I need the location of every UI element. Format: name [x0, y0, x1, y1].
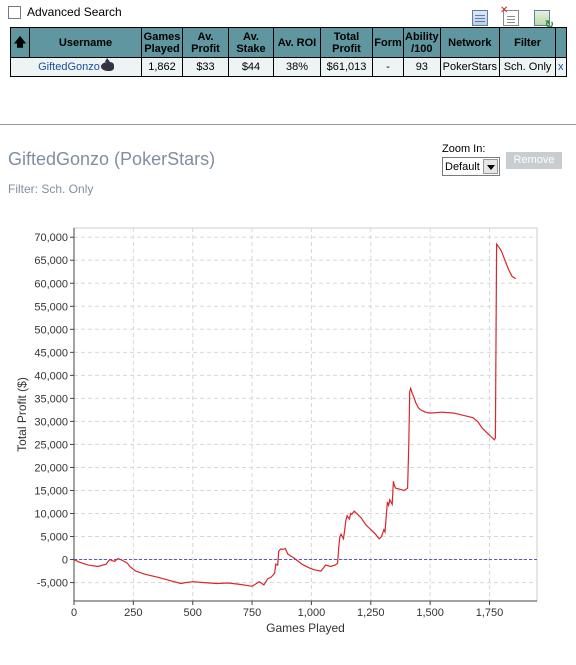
zoom-select[interactable]: Default: [442, 157, 500, 176]
y-tick-label: 20,000: [34, 462, 68, 474]
y-tick-label: 50,000: [34, 324, 68, 336]
table-toolbar: [472, 5, 565, 31]
table-header-row: 🡅 Username Games Played Av. Profit Av. S…: [10, 27, 567, 58]
player-stats-table: 🡅 Username Games Played Av. Profit Av. S…: [10, 27, 567, 77]
sort-column-header[interactable]: 🡅: [10, 27, 30, 58]
cell-ability: 93: [403, 57, 441, 77]
col-av-stake[interactable]: Av. Stake: [228, 27, 274, 58]
y-axis-label: Total Profit ($): [15, 377, 29, 452]
x-tick-label: 1,250: [357, 607, 385, 619]
x-tick-label: 1,750: [476, 607, 504, 619]
y-tick-label: 15,000: [34, 485, 68, 497]
x-tick-label: 500: [184, 607, 202, 619]
username-link[interactable]: GiftedGonzo: [38, 61, 100, 73]
col-filter[interactable]: Filter: [499, 27, 557, 58]
zoom-label: Zoom In:: [442, 143, 486, 155]
chart-plot: 0 250 500 750 1,000 1,250 1,500 1,750 -5,000 0 5,0…: [15, 227, 538, 635]
y-tick-label: 45,000: [34, 347, 68, 359]
y-tick-label: 0: [62, 555, 68, 567]
cell-username: GiftedGonzo: [10, 57, 142, 77]
y-tick-label: 10,000: [34, 509, 68, 521]
y-tick-label: 70,000: [34, 232, 68, 244]
col-remove: [555, 27, 567, 58]
table-row: GiftedGonzo 1,862 $33 $44 38% $61,013 - …: [10, 57, 567, 77]
y-tick-label: 40,000: [34, 370, 68, 382]
zoom-selected-value: Default: [445, 161, 480, 173]
x-tick-label: 1,000: [298, 607, 326, 619]
remove-button[interactable]: Remove: [506, 152, 562, 169]
advanced-search-toggle[interactable]: Advanced Search: [8, 4, 122, 20]
cell-games-played: 1,862: [141, 57, 183, 77]
y-tick-label: 35,000: [34, 393, 68, 405]
col-form[interactable]: Form: [372, 27, 404, 58]
col-av-roi[interactable]: Av. ROI: [273, 27, 321, 58]
y-tick-label: 25,000: [34, 439, 68, 451]
cell-filter: Sch. Only: [499, 57, 557, 77]
col-av-profit[interactable]: Av. Profit: [182, 27, 229, 58]
refresh-table-icon[interactable]: [534, 10, 554, 31]
col-ability[interactable]: Ability /100: [403, 27, 441, 58]
col-total-profit[interactable]: Total Profit: [320, 27, 373, 58]
col-network[interactable]: Network: [439, 27, 501, 58]
profit-series-line: [73, 242, 516, 587]
zoom-control: Zoom In: Default: [442, 143, 500, 176]
y-tick-label: 5,000: [40, 532, 68, 544]
advanced-search-label: Advanced Search: [27, 5, 122, 19]
delete-table-icon[interactable]: [500, 5, 519, 26]
col-games-played[interactable]: Games Played: [141, 27, 183, 58]
x-tick-label: 750: [243, 607, 261, 619]
profit-chart: 0 250 500 750 1,000 1,250 1,500 1,750 -5,000 0 5,0…: [15, 227, 538, 635]
cell-total-profit: $61,013: [320, 57, 373, 77]
plot-area: [73, 227, 538, 602]
y-tick-label: 30,000: [34, 416, 68, 428]
y-tick-label: -5,000: [37, 578, 68, 590]
advanced-search-checkbox[interactable]: [8, 5, 21, 19]
cell-form: -: [372, 57, 404, 77]
section-divider: [0, 124, 576, 125]
remove-row-link[interactable]: x: [558, 61, 564, 73]
x-tick-label: 1,500: [416, 607, 444, 619]
y-tick-label: 60,000: [34, 278, 68, 290]
dropdown-arrow-icon[interactable]: [483, 159, 498, 174]
cell-network: PokerStars: [439, 57, 501, 77]
player-title: GiftedGonzo (PokerStars): [8, 149, 216, 169]
cell-av-stake: $44: [228, 57, 274, 77]
cell-av-roi: 38%: [273, 57, 321, 77]
x-tick-label: 0: [71, 607, 77, 619]
cell-av-profit: $33: [182, 57, 229, 77]
sort-arrow-icon[interactable]: 🡅: [13, 35, 27, 49]
cell-remove: x: [555, 57, 567, 77]
col-username[interactable]: Username: [29, 27, 142, 58]
export-table-icon[interactable]: [472, 10, 488, 26]
x-tick-label: 250: [124, 607, 142, 619]
filter-text: Filter: Sch. Only: [8, 182, 94, 196]
x-axis-label: Games Played: [266, 621, 345, 635]
shark-icon: [100, 58, 114, 71]
y-tick-label: 65,000: [34, 255, 68, 267]
y-tick-label: 55,000: [34, 301, 68, 313]
